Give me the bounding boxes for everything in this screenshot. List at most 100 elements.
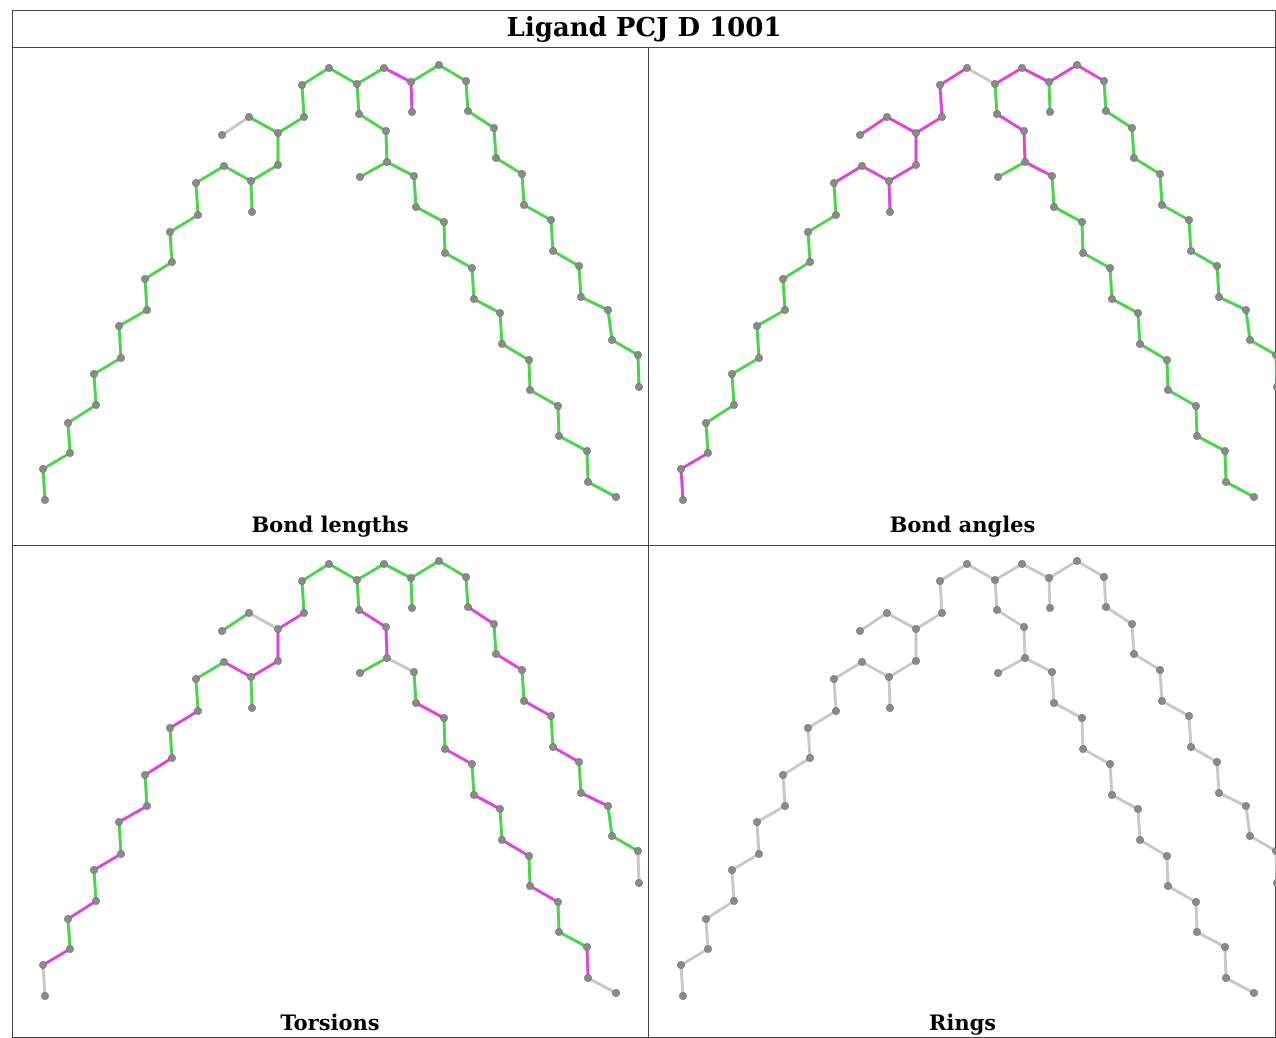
atom-torsions <box>554 898 562 906</box>
bond-bond-lengths <box>409 80 414 114</box>
atom-rings <box>1050 699 1058 707</box>
bond-bond-lengths <box>117 324 123 360</box>
atom-torsions <box>498 836 506 844</box>
bond-bond-lengths <box>249 163 280 183</box>
atom-torsions <box>325 560 333 568</box>
atom-torsions <box>90 866 98 874</box>
atom-bond-angles <box>1130 154 1138 162</box>
bond-rings <box>1080 716 1085 751</box>
atom-bond-angles <box>1164 386 1172 394</box>
atom-bond-lengths <box>117 354 125 362</box>
atom-rings <box>679 992 687 1000</box>
atom-bond-lengths <box>575 262 583 270</box>
bond-bond-lengths <box>327 66 359 86</box>
atom-bond-lengths <box>218 131 226 139</box>
bond-torsions <box>143 756 174 777</box>
bond-rings <box>1110 793 1140 811</box>
bond-torsions <box>300 579 306 615</box>
atom-bond-angles <box>1222 478 1230 486</box>
atom-rings <box>1215 789 1223 797</box>
bond-torsions <box>472 793 502 811</box>
atom-rings <box>730 897 738 905</box>
atom-bond-lengths <box>496 309 504 317</box>
atom-rings <box>1272 847 1276 855</box>
bond-bond-lengths <box>92 372 98 407</box>
atom-bond-angles <box>1021 158 1029 166</box>
atom-bond-lengths <box>470 295 478 303</box>
caption-rings: Rings <box>928 1010 997 1035</box>
atom-rings <box>1222 974 1230 982</box>
atom-rings <box>912 625 920 633</box>
bond-bond-lengths <box>143 277 149 312</box>
bond-bond-lengths <box>443 251 474 270</box>
atom-bond-angles <box>1106 264 1114 272</box>
bond-bond-angles <box>704 421 710 455</box>
bond-bond-angles <box>1081 251 1112 270</box>
bond-torsions <box>557 930 589 949</box>
bond-bond-lengths <box>522 203 553 222</box>
bond-bond-angles <box>914 115 944 135</box>
bond-bond-angles <box>1052 205 1084 224</box>
atom-bond-angles <box>1079 249 1087 257</box>
atom-rings <box>1164 882 1172 890</box>
bond-bond-angles <box>1217 295 1248 312</box>
atom-torsions <box>92 897 100 905</box>
bond-bond-angles <box>1020 66 1051 84</box>
bond-bond-lengths <box>194 181 200 217</box>
atom-bond-angles <box>1050 203 1058 211</box>
atom-bond-lengths <box>274 161 282 169</box>
atom-bond-lengths <box>410 172 418 180</box>
bond-rings <box>995 608 1026 629</box>
bond-bond-angles <box>1248 338 1276 357</box>
atom-bond-angles <box>804 228 812 236</box>
bond-bond-lengths <box>300 83 306 119</box>
atom-rings <box>1130 650 1138 658</box>
bond-torsions <box>586 976 618 995</box>
bond-bond-lengths <box>466 109 496 130</box>
bond-bond-angles <box>730 356 761 376</box>
bond-bond-angles <box>938 66 969 87</box>
bond-rings <box>885 611 918 631</box>
bond-torsions <box>556 900 561 934</box>
atom-torsions <box>143 802 151 810</box>
atom-bond-lengths <box>248 208 256 216</box>
atom-rings <box>1073 557 1081 565</box>
atom-torsions <box>298 577 306 585</box>
caption-bond-angles: Bond angles <box>889 512 1036 537</box>
bond-bond-angles <box>806 230 812 264</box>
bond-bond-angles <box>704 403 736 425</box>
atom-rings <box>755 850 763 858</box>
atom-rings <box>856 627 864 635</box>
atom-bond-lengths <box>90 370 98 378</box>
atom-bond-lengths <box>143 306 151 314</box>
bond-bond-angles <box>1075 63 1106 83</box>
atom-torsions <box>194 707 202 715</box>
atom-bond-angles <box>1073 61 1081 69</box>
atom-rings <box>1246 832 1254 840</box>
bond-torsions <box>358 656 389 675</box>
atom-rings <box>991 576 999 584</box>
atom-bond-angles <box>912 161 920 169</box>
atom-torsions <box>168 754 176 762</box>
bond-bond-angles <box>996 160 1027 179</box>
bond-torsions <box>143 773 149 808</box>
bond-bond-angles <box>1132 156 1162 176</box>
bond-torsions <box>498 807 504 842</box>
bond-rings <box>1022 625 1027 660</box>
bond-torsions <box>117 820 123 856</box>
atom-rings <box>993 606 1001 614</box>
atom-torsions <box>634 847 642 855</box>
atom-torsions <box>220 658 228 666</box>
atom-torsions <box>575 758 583 766</box>
atom-bond-angles <box>1221 447 1229 455</box>
bond-bond-lengths <box>527 358 532 392</box>
atom-bond-lengths <box>274 129 282 137</box>
atom-bond-lengths <box>612 493 620 501</box>
bond-bond-angles <box>887 163 918 183</box>
atom-bond-angles <box>679 496 687 504</box>
atom-torsions <box>355 606 363 614</box>
atom-bond-lengths <box>41 496 49 504</box>
bond-rings <box>938 562 969 583</box>
bond-bond-angles <box>858 115 889 137</box>
atom-rings <box>728 866 736 874</box>
